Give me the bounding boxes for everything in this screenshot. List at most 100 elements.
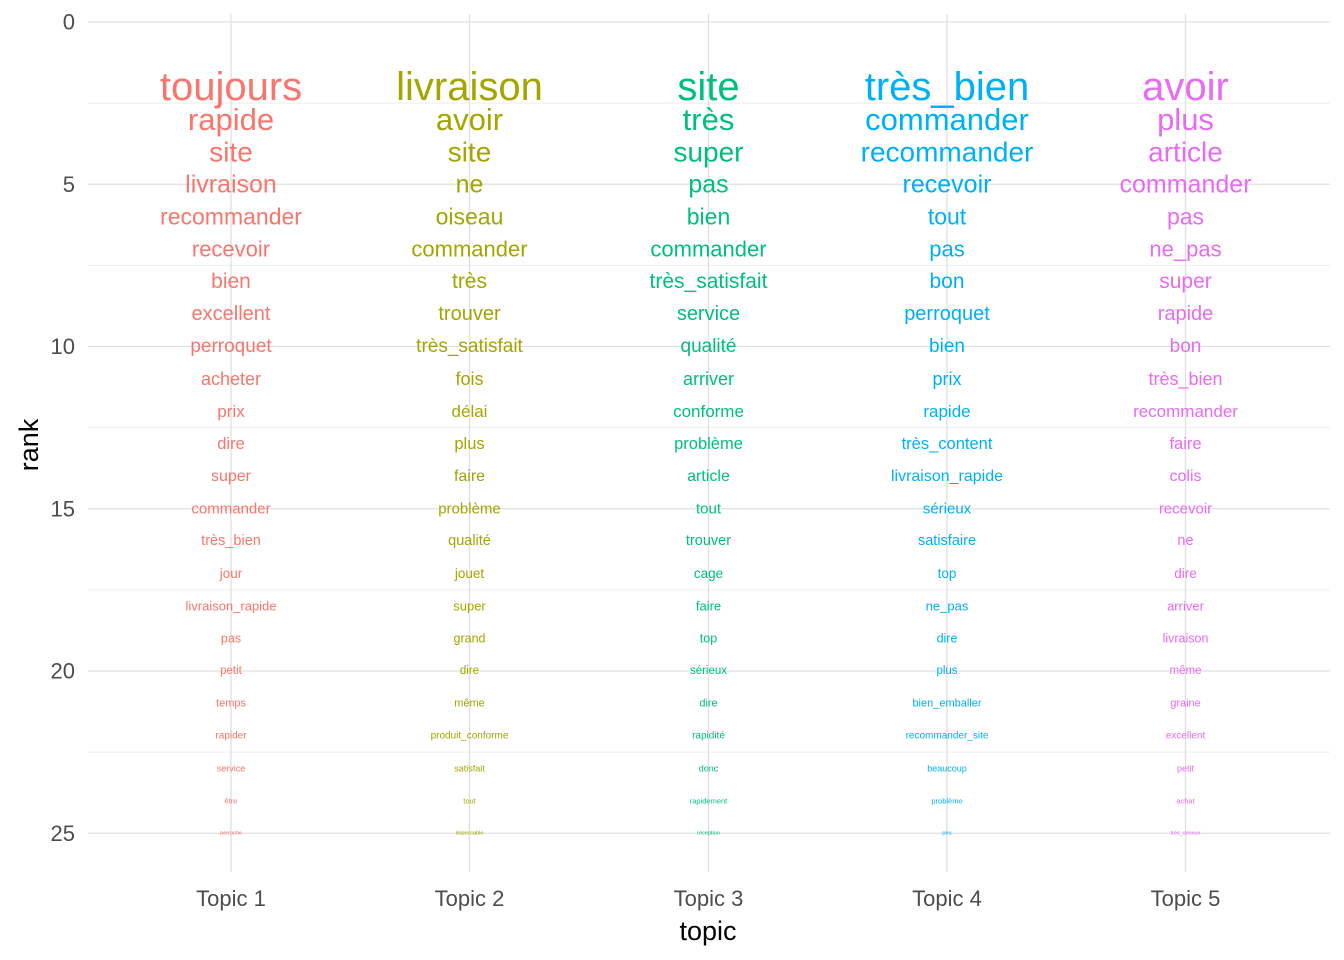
- y-axis-ticks: 0 5 10 15 20 25: [51, 10, 75, 846]
- word-label: plus: [454, 435, 484, 453]
- word-label: fois: [455, 369, 483, 389]
- word-label: livraison: [185, 170, 277, 198]
- word-label: même: [1170, 665, 1202, 677]
- word-label: arriver: [1167, 599, 1205, 614]
- word-label: bien_emballer: [912, 697, 981, 709]
- word-label: site: [448, 136, 492, 167]
- word-label: peu: [942, 830, 951, 836]
- word-label: bon: [929, 270, 964, 293]
- word-label: site: [209, 136, 253, 167]
- word-label: bien: [211, 270, 251, 293]
- word-label: rapide: [923, 402, 970, 421]
- word-label: rapider: [215, 730, 247, 741]
- word-label: toujours: [160, 65, 302, 109]
- word-label: commander: [411, 237, 527, 262]
- word-label: tout: [463, 796, 476, 805]
- word-label: commander: [191, 500, 270, 517]
- word-label: avoir: [436, 102, 503, 137]
- x-tick-label: Topic 4: [912, 886, 982, 911]
- word-label: dire: [699, 697, 717, 709]
- word-label: commander: [865, 102, 1029, 137]
- y-tick-label: 5: [63, 172, 75, 197]
- word-label: petit: [1177, 763, 1195, 773]
- word-label: très: [452, 270, 487, 293]
- word-label: jouet: [454, 566, 485, 581]
- word-label: perroquet: [904, 303, 990, 325]
- word-label: très_bien: [201, 533, 261, 549]
- word-label: jour: [219, 566, 243, 581]
- word-label: recommander: [1133, 402, 1238, 421]
- word-label: pas: [929, 237, 964, 262]
- word-label: très_satisfait: [416, 336, 523, 357]
- word-label: acheter: [201, 369, 261, 389]
- word-label: problème: [931, 796, 962, 805]
- word-label: recommander: [160, 204, 302, 230]
- word-label: sérieux: [923, 500, 972, 517]
- word-label: satisfait: [454, 763, 485, 773]
- word-label: super: [1159, 270, 1212, 293]
- word-label: oiseau: [436, 204, 504, 230]
- word-label: site: [677, 65, 739, 109]
- word-label: délai: [452, 402, 488, 421]
- word-label: bien: [687, 204, 730, 230]
- x-tick-label: Topic 1: [196, 886, 266, 911]
- word-label: faire: [696, 599, 721, 614]
- word-label: bon: [1170, 336, 1202, 357]
- y-tick-label: 10: [51, 334, 75, 359]
- word-label: recevoir: [903, 170, 992, 198]
- word-label: excellent: [192, 303, 271, 325]
- word-label: ne_pas: [1149, 237, 1221, 262]
- word-label: article: [1148, 136, 1223, 167]
- y-axis-title: rank: [14, 418, 44, 471]
- word-label: petit: [220, 665, 243, 677]
- word-label: très: [683, 102, 735, 137]
- word-label: tout: [696, 500, 722, 517]
- y-tick-label: 0: [63, 10, 75, 35]
- x-tick-label: Topic 3: [674, 886, 744, 911]
- word-label: avoir: [1142, 65, 1229, 109]
- word-label: livraison: [396, 65, 543, 109]
- word-label: top: [938, 566, 957, 581]
- word-label: livraison: [1163, 632, 1209, 646]
- word-label: ne: [1177, 533, 1193, 549]
- word-label: très_bien: [865, 65, 1030, 109]
- word-label: rapide: [188, 102, 274, 137]
- word-label: sérieux: [690, 665, 727, 677]
- word-label: ne_pas: [926, 599, 969, 614]
- word-label: trouver: [686, 533, 731, 549]
- grid-lines: [88, 14, 1330, 872]
- x-axis-ticks: Topic 1 Topic 2 Topic 3 Topic 4 Topic 5: [196, 886, 1220, 911]
- word-label: très_content: [902, 435, 993, 453]
- word-label: dire: [460, 665, 479, 677]
- word-label: livraison_rapide: [891, 468, 1003, 485]
- word-label: perruche: [220, 830, 242, 836]
- word-label: problème: [674, 435, 743, 453]
- word-label: faire: [1169, 435, 1201, 453]
- y-tick-label: 15: [51, 496, 75, 521]
- word-label: plus: [1157, 102, 1214, 137]
- word-label: article: [687, 468, 730, 485]
- word-label: pas: [688, 170, 728, 198]
- x-axis-title: topic: [679, 916, 736, 946]
- word-label: produit_conforme: [431, 730, 509, 741]
- word-label: recommander_site: [906, 730, 989, 741]
- word-label: cage: [694, 566, 723, 581]
- word-label: bien: [929, 336, 965, 357]
- word-label: qualité: [681, 336, 737, 357]
- word-label: dire: [217, 435, 245, 453]
- word-label: même: [454, 697, 485, 709]
- word-label: dire: [1174, 566, 1197, 581]
- word-label: tout: [928, 204, 967, 230]
- word-label: livraison_rapide: [185, 599, 276, 614]
- word-label: grand: [454, 632, 486, 646]
- word-label: très_satisfait: [650, 270, 768, 293]
- word-label: réception: [697, 830, 720, 836]
- word-label: perroquet: [190, 336, 272, 357]
- word-label: colis: [1169, 468, 1201, 485]
- y-tick-label: 25: [51, 821, 75, 846]
- word-label: impeccable: [456, 830, 484, 836]
- word-label: plus: [936, 665, 957, 677]
- word-label: dire: [937, 632, 958, 646]
- word-label: ne: [456, 170, 484, 198]
